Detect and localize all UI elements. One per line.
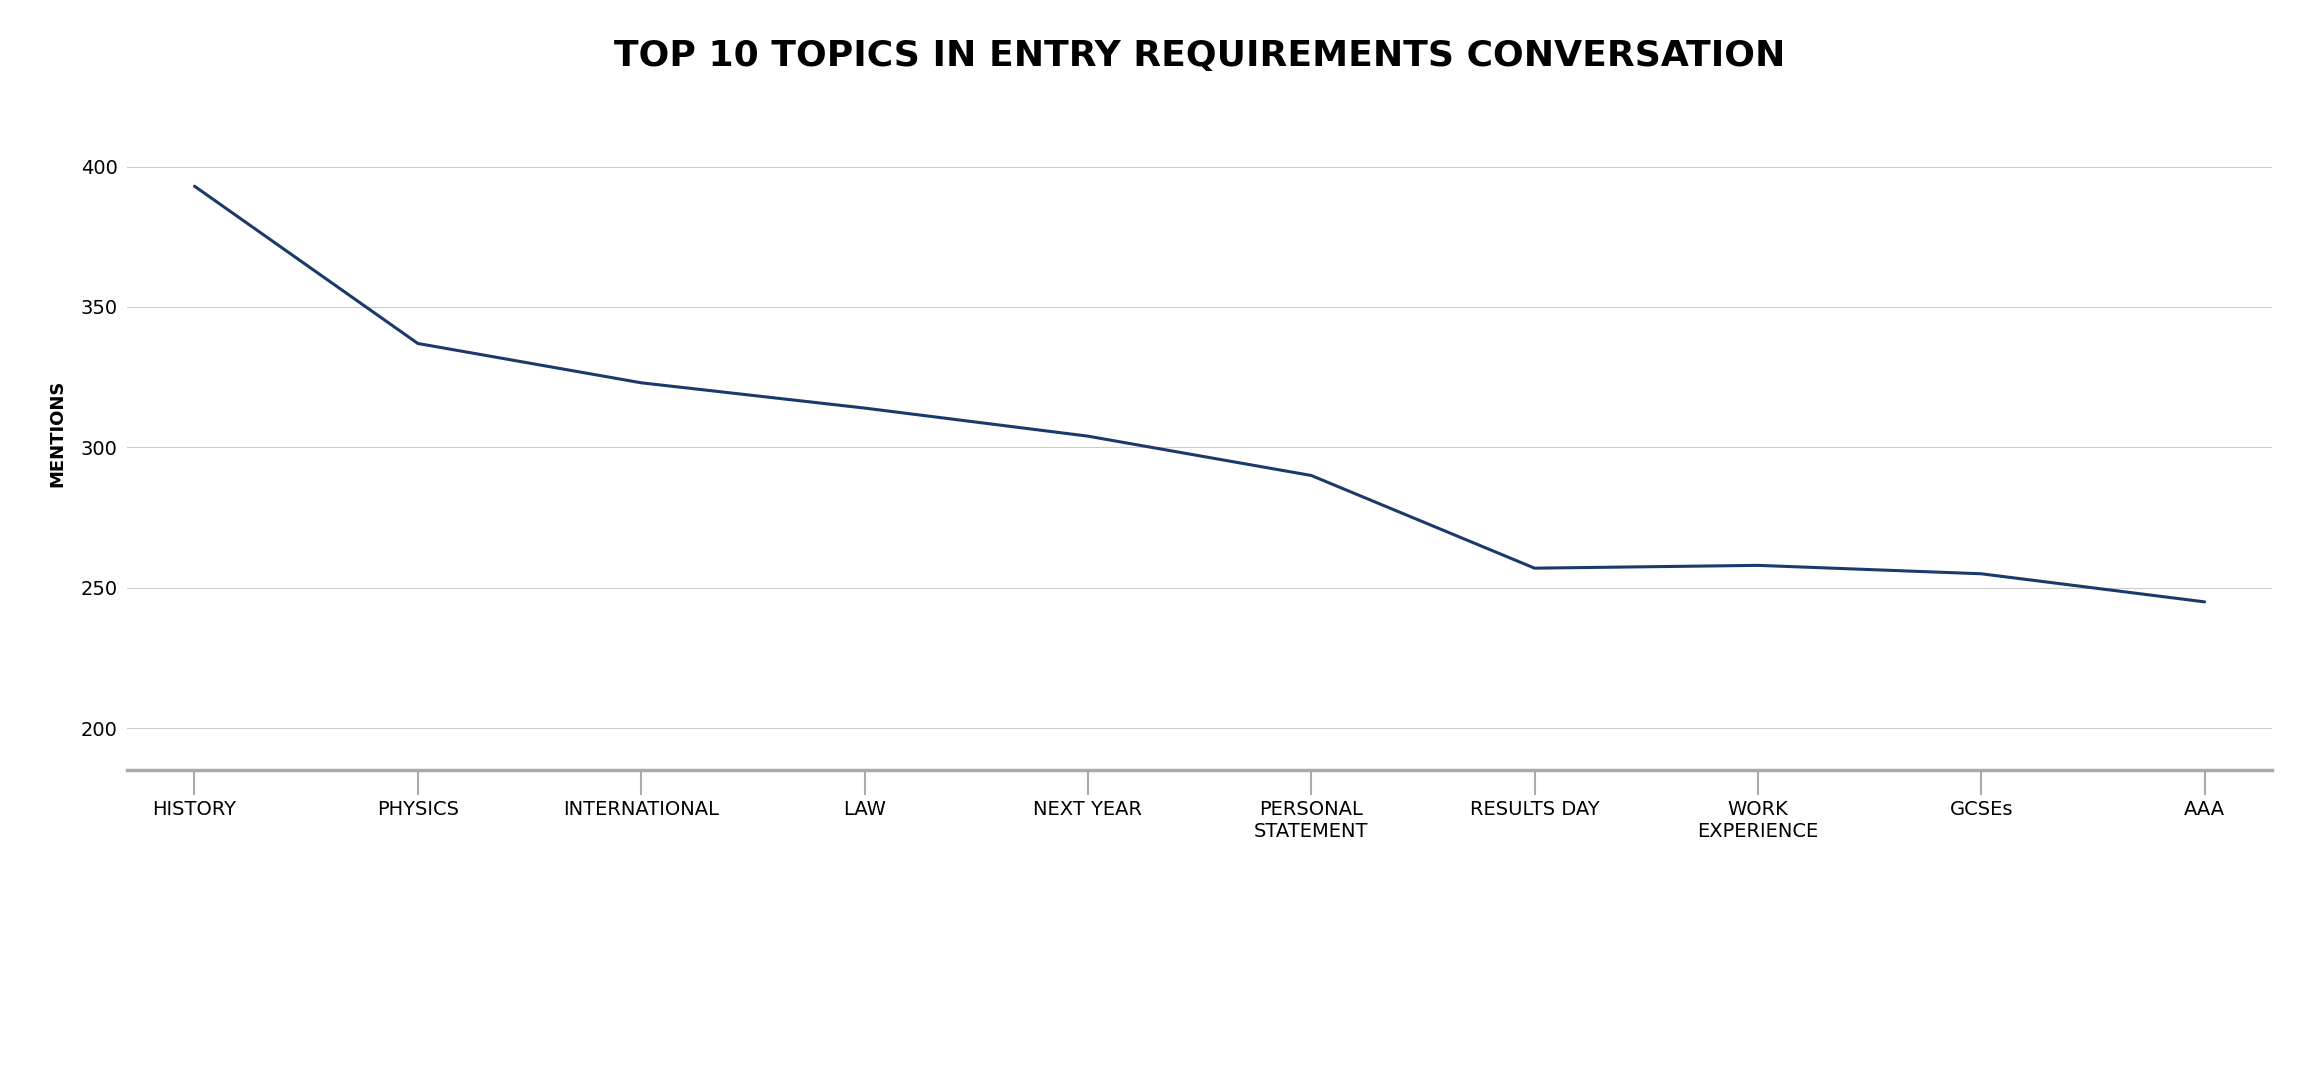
- Y-axis label: MENTIONS: MENTIONS: [49, 380, 67, 487]
- Title: TOP 10 TOPICS IN ENTRY REQUIREMENTS CONVERSATION: TOP 10 TOPICS IN ENTRY REQUIREMENTS CONV…: [614, 39, 1785, 73]
